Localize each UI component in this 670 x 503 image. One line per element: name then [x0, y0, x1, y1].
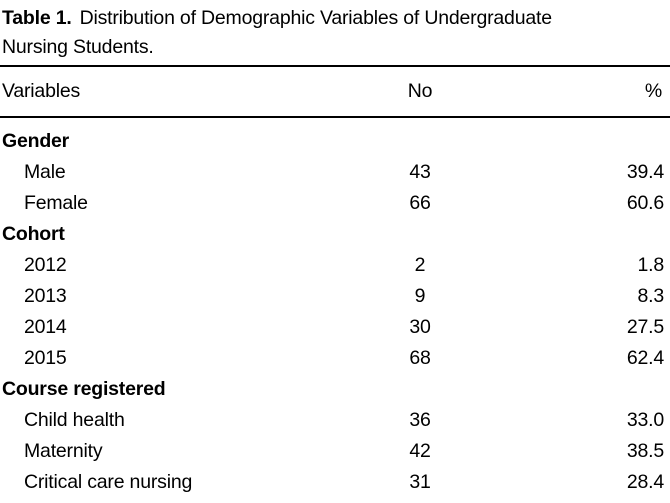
row-count: 36	[409, 409, 431, 431]
table-row-maternity: Maternity 42 38.5	[0, 436, 670, 467]
row-label: 2013	[24, 285, 67, 307]
row-label: Critical care nursing	[24, 471, 193, 493]
table-header-row: Variables No %	[0, 66, 670, 118]
table-row-child-health: Child health 36 33.0	[0, 405, 670, 436]
row-label: Male	[24, 161, 66, 183]
row-percent: 8.3	[637, 285, 664, 307]
column-header-variables: Variables	[0, 66, 350, 118]
row-count	[350, 117, 490, 157]
row-count: 43	[409, 161, 431, 183]
table-row-2013: 2013 9 8.3	[0, 281, 670, 312]
table-row-group-course-registered: Course registered	[0, 374, 670, 405]
row-label: Female	[24, 192, 88, 214]
table-caption-line1: Distribution of Demographic Variables of…	[79, 7, 552, 29]
row-label: 2014	[24, 316, 67, 338]
column-header-percent: %	[490, 66, 670, 118]
row-label: Child health	[24, 409, 125, 431]
row-percent: 27.5	[626, 316, 664, 338]
row-percent: 60.6	[626, 192, 664, 214]
row-percent: 39.4	[626, 161, 664, 183]
row-count: 66	[409, 192, 431, 214]
row-count: 68	[409, 347, 431, 369]
row-count: 2	[414, 254, 426, 276]
row-label: Maternity	[24, 440, 103, 462]
column-header-no: No	[350, 66, 490, 118]
row-label: Cohort	[2, 223, 65, 245]
row-label: Gender	[2, 130, 70, 152]
row-count	[350, 374, 490, 405]
row-percent: 38.5	[626, 440, 664, 462]
row-percent	[490, 219, 670, 250]
row-count: 42	[409, 440, 431, 462]
table-row-group-cohort: Cohort	[0, 219, 670, 250]
table-row-critical-care-nursing: Critical care nursing 31 28.4	[0, 467, 670, 503]
row-count: 9	[414, 285, 426, 307]
row-percent	[490, 117, 670, 157]
row-count: 30	[409, 316, 431, 338]
row-percent	[490, 374, 670, 405]
row-label: 2012	[24, 254, 67, 276]
table-caption-line2: Nursing Students.	[2, 36, 154, 58]
table-caption: Table 1. Distribution of Demographic Vari…	[0, 0, 670, 62]
demographics-table: Variables No % Gender Male 43 39.4 Femal…	[0, 65, 670, 503]
row-percent: 28.4	[626, 471, 664, 493]
table-row-2015: 2015 68 62.4	[0, 343, 670, 374]
row-label: Course registered	[2, 378, 166, 400]
table-row-female: Female 66 60.6	[0, 188, 670, 219]
table-caption-label: Table 1.	[2, 7, 72, 29]
row-percent: 1.8	[637, 254, 664, 276]
table-row-group-gender: Gender	[0, 117, 670, 157]
row-percent: 62.4	[626, 347, 664, 369]
row-count: 31	[409, 471, 431, 493]
row-label: 2015	[24, 347, 67, 369]
row-count	[350, 219, 490, 250]
row-percent: 33.0	[626, 409, 664, 431]
table-row-2014: 2014 30 27.5	[0, 312, 670, 343]
table-row-male: Male 43 39.4	[0, 157, 670, 188]
table-row-2012: 2012 2 1.8	[0, 250, 670, 281]
